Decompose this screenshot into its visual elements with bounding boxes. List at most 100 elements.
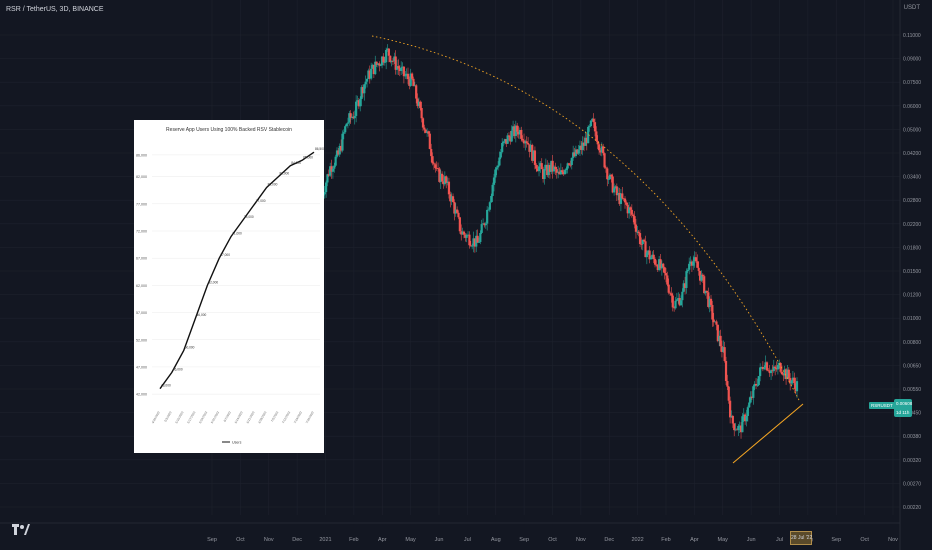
candle-body (683, 283, 687, 288)
candle-body (445, 176, 448, 184)
inset-data-label: 82,000 (279, 172, 289, 176)
candle-body (391, 60, 395, 62)
candle-body (331, 168, 335, 172)
candle-body (656, 265, 659, 271)
candle-body (793, 377, 796, 384)
current-symbol-tag: RSRUSDT (869, 402, 895, 409)
candle-body (532, 150, 535, 161)
candle-body (413, 85, 416, 87)
candle-body (666, 275, 669, 285)
tradingview-logo-icon[interactable] (12, 524, 30, 535)
candle-body (387, 48, 390, 56)
candle-body (694, 257, 698, 262)
candle-body (337, 150, 340, 155)
candle-body (410, 73, 414, 79)
candle-body (509, 136, 512, 142)
candle-body (434, 164, 437, 168)
candle-body (686, 269, 689, 272)
candle-body (632, 214, 635, 217)
inset-x-tick: 6/21/2022 (245, 410, 255, 424)
candle-body (371, 64, 374, 69)
candle-body (457, 212, 460, 218)
candle-body (739, 425, 743, 433)
candle-body (619, 193, 623, 204)
candle-body (748, 402, 751, 408)
candle-body (599, 150, 602, 153)
candle-body (393, 56, 396, 61)
candle-body (692, 261, 695, 266)
candle-body (640, 244, 643, 245)
candle-body (629, 207, 632, 210)
candle-body (496, 165, 500, 168)
candle-body (329, 166, 332, 176)
candle-body (335, 150, 339, 157)
candle-body (498, 157, 501, 166)
candle-body (451, 196, 455, 202)
candle-body (323, 192, 326, 195)
inset-data-label: 46,000 (173, 367, 183, 371)
candle-body (576, 149, 579, 154)
candle-body (554, 166, 557, 170)
inset-y-tick: 52,000 (136, 338, 147, 342)
candle-body (685, 271, 688, 288)
candle-body (524, 141, 527, 144)
symbol-title[interactable]: RSR / TetherUS, 3D, BINANCE (6, 6, 104, 13)
price-tick-label: 0.00320 (903, 458, 921, 464)
candle-body (667, 284, 670, 293)
candle-body (795, 381, 799, 392)
candle-body (757, 376, 760, 385)
candle-body (574, 149, 577, 157)
candle-body (506, 135, 509, 144)
candle-body (764, 362, 767, 368)
candle-body (394, 56, 397, 70)
price-tick-label: 0.00450 (903, 411, 921, 417)
current-price-tag: 0.00608 1d 11h (894, 399, 912, 417)
candle-body (389, 55, 392, 62)
candle-body (543, 168, 546, 179)
candle-body (592, 118, 595, 123)
inset-data-label: 67,000 (220, 253, 230, 257)
candle-body (790, 380, 793, 384)
candle-body (760, 366, 763, 368)
candle-body (401, 66, 404, 68)
price-tick-label: 0.01000 (903, 316, 921, 322)
candle-body (604, 167, 608, 169)
candle-body (726, 381, 729, 387)
candle-body (528, 144, 531, 152)
time-tick-label: Jul (776, 537, 783, 543)
candle-body (789, 378, 792, 384)
inset-series-line (159, 151, 315, 390)
inset-data-label: 56,000 (197, 313, 207, 317)
candle-body (768, 371, 771, 374)
time-tick-label: 2021 (319, 537, 331, 543)
candle-body (626, 204, 629, 214)
candle-body (344, 126, 347, 133)
candle-body (360, 87, 363, 100)
candle-body (472, 238, 475, 246)
candle-body (552, 166, 556, 172)
candle-body (649, 257, 653, 260)
candle-body (716, 324, 719, 342)
candle-body (442, 181, 445, 185)
candle-body (546, 164, 549, 176)
time-tick-label: May (718, 537, 729, 543)
time-tick-label: Aug (491, 537, 501, 543)
time-tick-label: Oct (236, 537, 245, 543)
inset-x-tick: 7/19/2022 (293, 410, 303, 424)
candle-body (664, 273, 668, 276)
candle-body (606, 168, 609, 180)
candle-body (441, 173, 444, 182)
candle-body (638, 233, 642, 245)
inset-data-label: 84,000 (291, 161, 301, 165)
candle-body (581, 142, 584, 151)
price-tick-label: 0.00220 (903, 505, 921, 511)
candle-body (633, 216, 636, 225)
candle-body (566, 163, 569, 169)
inset-line-chart: 42,000 47,000 52,000 57,000 62,000 67,000 72,0… (136, 147, 324, 444)
candle-body (342, 132, 345, 134)
candle-body (659, 259, 662, 269)
candle-body (353, 115, 356, 119)
candle-body (731, 415, 734, 424)
candle-body (637, 231, 640, 234)
candle-body (611, 176, 614, 193)
